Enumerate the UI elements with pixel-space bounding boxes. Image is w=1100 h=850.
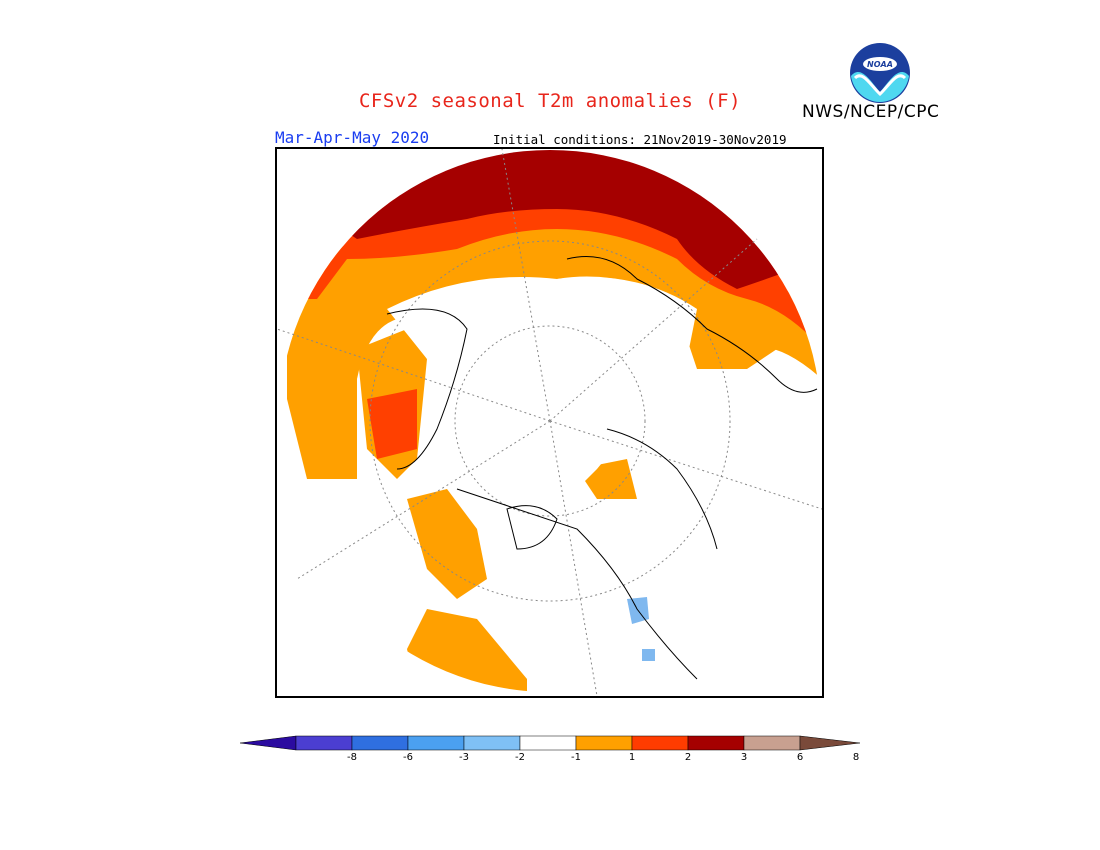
anomaly-region-greenland-red — [367, 389, 417, 459]
color-legend — [240, 735, 860, 751]
legend-tick-label: 2 — [684, 752, 692, 763]
latitude-circle — [369, 240, 731, 602]
noaa-logo: NOAA — [850, 43, 910, 103]
coastline-europe — [606, 428, 718, 550]
coastline-canada-islands — [506, 505, 558, 550]
agency-label: NWS/NCEP/CPC — [802, 102, 940, 122]
legend-arrow-low — [240, 735, 297, 751]
legend-tick-label: -8 — [347, 752, 357, 763]
legend-swatch — [631, 735, 689, 751]
legend-tick-label: -2 — [515, 752, 525, 763]
map-panel — [275, 147, 824, 698]
legend-tick-label: 6 — [796, 752, 804, 763]
coastline-eurasia — [566, 256, 818, 393]
anomaly-region-cool-2 — [642, 649, 655, 661]
arctic-neutral-region — [387, 277, 697, 509]
coastline-greenland — [386, 308, 468, 470]
legend-tick-label: 1 — [628, 752, 636, 763]
anomaly-region-america — [407, 489, 487, 599]
legend-swatch — [295, 735, 353, 751]
season-label: Mar-Apr-May 2020 — [275, 128, 430, 147]
legend-tick-label: 8 — [852, 752, 860, 763]
chart-title: CFSv2 seasonal T2m anomalies (F) — [358, 90, 742, 112]
legend-arrow-high — [799, 735, 860, 751]
legend-tick-label: 3 — [740, 752, 748, 763]
legend-swatch — [687, 735, 745, 751]
legend-swatch — [743, 735, 801, 751]
latitude-circle — [454, 325, 646, 517]
legend-swatch — [407, 735, 465, 751]
legend-tick-label: -1 — [571, 752, 581, 763]
polar-map — [277, 149, 822, 696]
noaa-logo-text: NOAA — [867, 60, 893, 69]
legend-tick-label: -3 — [459, 752, 469, 763]
legend-swatch — [463, 735, 521, 751]
initial-conditions-label: Initial conditions: 21Nov2019-30Nov2019 — [493, 132, 787, 147]
anomaly-region-1-2f — [287, 209, 821, 479]
legend-tick-label: -6 — [403, 752, 413, 763]
anomaly-region-canada — [407, 609, 527, 692]
legend-swatch — [519, 735, 577, 751]
legend-swatch — [351, 735, 409, 751]
legend-swatch — [575, 735, 633, 751]
